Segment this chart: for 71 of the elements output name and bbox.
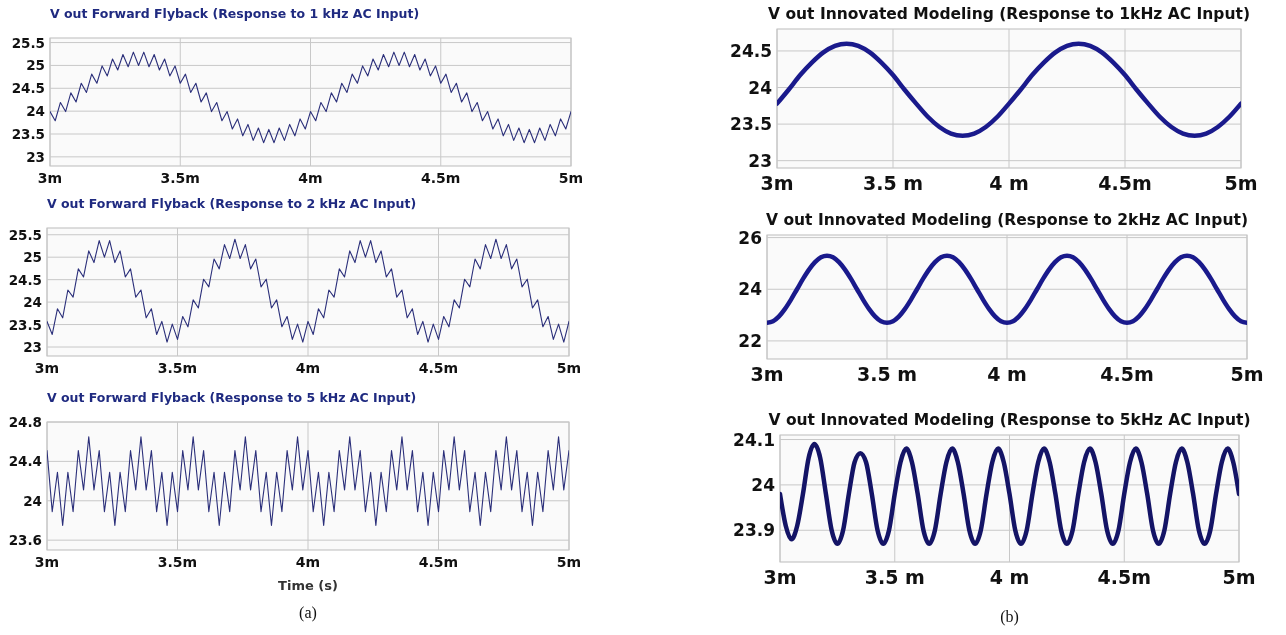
text: (b) <box>1000 608 1019 626</box>
y-tick-label: 24 <box>26 103 45 120</box>
y-tick-label: 23 <box>23 339 42 356</box>
line-series <box>777 41 1241 139</box>
chart-title: V out Innovated Modeling (Response to 2kHz AC Input) <box>766 211 1248 229</box>
x-tick-label: 4m <box>295 360 321 376</box>
y-tick-label: 23 <box>26 148 45 165</box>
chart-title: V out Forward Flyback (Response to 2 kHz AC Input) <box>47 196 417 211</box>
y-tick-label: 23 <box>748 150 772 171</box>
y-tick-label: 23.5 <box>11 126 45 142</box>
x-tick-label: 4.5m <box>418 554 459 570</box>
x-tick-label: 3m <box>763 566 797 588</box>
x-tick-label: 3m <box>34 360 60 376</box>
y-tick-label: 24 <box>23 492 42 509</box>
y-tick-label: 24.4 <box>8 453 42 470</box>
x-axis-title: Time (s) <box>278 578 338 593</box>
x-tick-label: 4.5m <box>1097 566 1151 588</box>
x-tick-label: 4 m <box>989 566 1030 588</box>
line-series <box>780 441 1239 547</box>
x-tick-label: 4.5m <box>418 360 459 376</box>
y-tick-label: 22 <box>738 330 762 351</box>
x-tick-label: 4.5m <box>421 170 461 186</box>
y-tick-label: 23.5 <box>8 316 42 333</box>
y-tick-label: 24.5 <box>8 271 42 288</box>
y-tick-label: 24.1 <box>733 429 775 450</box>
y-tick-label: 24 <box>751 474 776 495</box>
x-tick-label: 3m <box>750 363 784 385</box>
x-tick-label: 3m <box>760 172 794 194</box>
y-tick-label: 25 <box>23 249 42 266</box>
x-tick-label: 4.5m <box>1098 172 1152 194</box>
x-tick-label: 3m <box>37 170 63 186</box>
line-series <box>47 238 569 343</box>
line-series <box>47 436 569 526</box>
chart-title: V out Innovated Modeling (Response to 1kHz AC Input) <box>768 5 1250 23</box>
text: (a) <box>299 604 317 622</box>
y-tick-label: 24 <box>23 294 42 311</box>
x-tick-label: 4 m <box>987 363 1027 385</box>
x-tick-label: 4m <box>295 554 321 570</box>
x-tick-label: 3.5 m <box>856 363 918 385</box>
x-tick-label: 3.5 m <box>862 172 924 194</box>
x-tick-label: 5m <box>556 554 582 570</box>
x-tick-label: 3.5 m <box>864 566 925 588</box>
x-tick-label: 3.5m <box>157 360 198 376</box>
y-tick-label: 24.5 <box>730 40 772 61</box>
x-tick-label: 3.5m <box>160 170 200 186</box>
x-tick-label: 4m <box>298 170 323 186</box>
y-tick-label: 24.8 <box>8 414 42 430</box>
chart-title: V out Forward Flyback (Response to 5 kHz AC Input) <box>47 390 417 405</box>
x-tick-label: 5m <box>558 170 584 186</box>
y-tick-label: 26 <box>738 227 762 248</box>
x-tick-label: 3m <box>34 554 60 570</box>
x-tick-label: 5m <box>556 360 582 376</box>
y-tick-label: 25.5 <box>11 34 45 51</box>
y-tick-label: 24.5 <box>11 80 45 97</box>
line-series <box>50 51 571 144</box>
y-tick-label: 25 <box>26 57 45 74</box>
y-tick-label: 23.6 <box>8 532 42 549</box>
y-tick-label: 24 <box>738 279 763 300</box>
y-tick-label: 23.5 <box>730 114 772 135</box>
y-tick-label: 23.9 <box>733 520 775 541</box>
x-tick-label: 5m <box>1224 172 1258 194</box>
chart-title: V out Innovated Modeling (Response to 5kHz AC Input) <box>768 411 1251 429</box>
x-tick-label: 4 m <box>989 172 1029 194</box>
line-series <box>767 253 1247 326</box>
x-tick-label: 5m <box>1222 566 1256 588</box>
x-tick-label: 4.5m <box>1100 363 1154 385</box>
y-tick-label: 24 <box>748 77 773 98</box>
chart-title: V out Forward Flyback (Response to 1 kHz AC Input) <box>50 6 420 21</box>
y-tick-label: 25.5 <box>8 226 42 243</box>
x-tick-label: 3.5m <box>157 554 198 570</box>
x-tick-label: 5m <box>1230 363 1264 385</box>
